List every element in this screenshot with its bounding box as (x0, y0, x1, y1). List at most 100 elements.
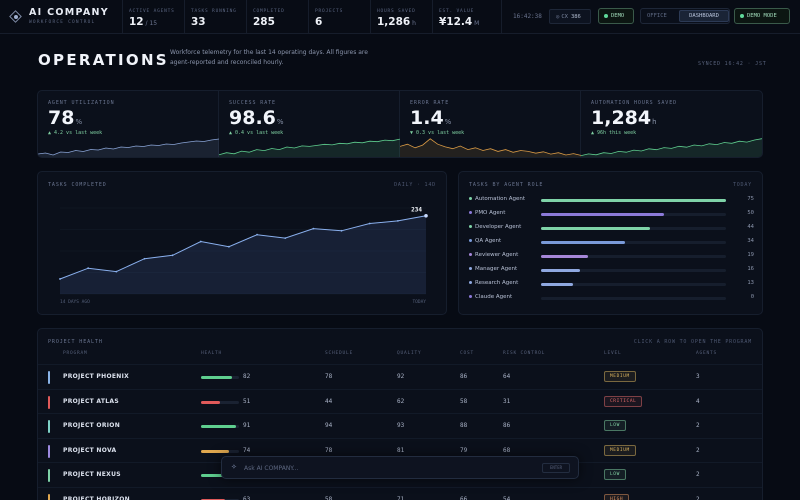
cx-chip[interactable]: ◎ CX 386 (549, 9, 591, 24)
col-agents[interactable]: AGENTS (696, 351, 718, 356)
role-row[interactable]: PMO Agent 50 (469, 210, 754, 220)
data-point[interactable] (312, 227, 315, 230)
program-name: PROJECT NEXUS (63, 471, 121, 478)
kpi-value: 1,284 (591, 107, 652, 129)
table-row[interactable]: PROJECT PHOENIX 82 78 92 86 64 MEDIUM 3 (38, 364, 762, 388)
data-point[interactable] (143, 257, 146, 260)
ask-input[interactable] (244, 462, 544, 474)
demo-chip[interactable]: DEMO (598, 8, 634, 24)
stat-value: 12 (129, 16, 144, 28)
role-row[interactable]: Automation Agent 75 (469, 196, 754, 206)
kpi-card-utilization[interactable]: AGENT UTILIZATION 78% ▲ 4.2 vs last week (38, 91, 219, 157)
health-bar (201, 474, 239, 477)
status-dot-icon (740, 14, 744, 18)
logo-diamond-icon (9, 9, 22, 23)
ask-bar: ✧ ENTER (221, 456, 579, 479)
risk-value: 68 (503, 446, 511, 454)
sparkline-line (219, 138, 400, 156)
enter-key-hint[interactable]: ENTER (542, 463, 570, 473)
table-row[interactable]: PROJECT ATLAS 51 44 62 58 31 CRITICAL 4 (38, 388, 762, 413)
program-name: PROJECT HORIZON (63, 495, 130, 500)
status-dot-icon (604, 14, 608, 18)
health-bar (201, 449, 239, 453)
health-value: 82 (243, 373, 251, 380)
tasks-chart[interactable]: 234 14 DAYS AGO TODAY (38, 172, 448, 316)
data-point[interactable] (256, 233, 258, 236)
kpi-card-error-rate[interactable]: ERROR RATE 1.4% ▼ 0.3 vs last week (400, 91, 581, 157)
sparkline-line (38, 138, 219, 156)
role-label: Reviewer Agent (475, 252, 519, 258)
col-schedule[interactable]: SCHEDULE (325, 351, 354, 356)
role-bar-track (541, 297, 726, 300)
demo-mode-button[interactable]: DEMO MODE (734, 8, 790, 24)
program-name: PROJECT NOVA (63, 446, 117, 454)
col-risk-control[interactable]: RISK CONTROL (503, 351, 546, 356)
role-count: 44 (747, 224, 754, 230)
risk-value: 31 (503, 397, 511, 405)
role-row[interactable]: QA Agent 34 (469, 238, 754, 248)
data-point[interactable] (115, 270, 118, 273)
health-bar-fill (201, 376, 233, 379)
data-point[interactable] (368, 222, 371, 225)
clock: 16:42:38 (513, 13, 542, 20)
brand-subtitle: WORKFORCE CONTROL (29, 20, 96, 25)
role-row[interactable]: Research Agent 13 (469, 280, 754, 290)
view-office-tab[interactable]: OFFICE (647, 13, 667, 19)
role-row[interactable]: Manager Agent 16 (469, 266, 754, 276)
role-row[interactable]: Claude Agent 0 (469, 294, 754, 304)
role-bar (541, 199, 726, 202)
col-health[interactable]: HEALTH (201, 351, 223, 356)
brand[interactable]: AI COMPANY WORKFORCE CONTROL (9, 8, 109, 25)
role-row[interactable]: Developer Agent 44 (469, 224, 754, 234)
col-level[interactable]: LEVEL (604, 351, 622, 356)
data-point[interactable] (284, 237, 287, 239)
table-row[interactable]: PROJECT ORION 91 94 93 88 86 LOW 2 (38, 413, 762, 437)
role-name: QA Agent (469, 238, 501, 244)
role-bar-track (541, 241, 726, 244)
agents-value: 2 (696, 471, 700, 478)
data-point[interactable] (87, 267, 90, 270)
role-count: 19 (747, 252, 754, 258)
role-bar (541, 255, 588, 258)
data-point[interactable] (396, 220, 399, 222)
role-bar (541, 269, 581, 272)
health-bar-fill (201, 474, 235, 477)
role-bar-track (541, 227, 726, 230)
kpi-unit: h (652, 118, 657, 126)
tasks-area (60, 215, 426, 294)
data-point[interactable] (340, 229, 343, 232)
col-quality[interactable]: QUALITY (397, 351, 422, 356)
schedule-value: 78 (325, 446, 333, 454)
col-cost[interactable]: COST (460, 351, 475, 356)
table-header: PROGRAM HEALTH SCHEDULE QUALITY COST RIS… (38, 351, 762, 363)
stat-est-value: EST. VALUE ¥12.4 M (432, 0, 502, 34)
data-point[interactable] (171, 254, 174, 257)
kpi-card-success-rate[interactable]: SUCCESS RATE 98.6% ▲ 0.4 vs last week (219, 91, 400, 157)
kpi-label: ERROR RATE (410, 100, 450, 106)
role-row[interactable]: Reviewer Agent 19 (469, 252, 754, 262)
data-point[interactable] (228, 245, 230, 248)
risk-value: 86 (503, 422, 511, 429)
view-dashboard-tab[interactable]: DASHBOARD (679, 10, 729, 22)
role-label: Developer Agent (475, 224, 522, 230)
table-row[interactable]: PROJECT NOVA 74 78 81 79 68 MEDIUM 2 (38, 437, 762, 462)
sparkline-line (581, 138, 762, 156)
kpi-sparkline (581, 138, 762, 157)
sparkline-line (400, 138, 581, 156)
role-bar-track (541, 199, 726, 202)
data-point[interactable] (424, 213, 428, 218)
quality-value: 62 (397, 397, 405, 405)
role-bar (541, 227, 650, 230)
quality-value: 93 (397, 422, 405, 429)
data-point[interactable] (199, 240, 202, 243)
table-row[interactable]: PROJECT HORIZON 63 58 71 66 54 HIGH 2 (38, 486, 762, 500)
cx-label: CX (561, 13, 568, 20)
data-point[interactable] (59, 278, 61, 280)
sparkle-icon: ✧ (231, 463, 237, 471)
health-value: 63 (243, 495, 251, 500)
role-name: Developer Agent (469, 224, 521, 230)
health-value: 51 (243, 397, 251, 405)
row-accent (48, 469, 50, 482)
col-program[interactable]: PROGRAM (63, 351, 88, 356)
kpi-card-hours-saved[interactable]: AUTOMATION HOURS SAVED 1,284h ▲ 96h this… (581, 91, 762, 157)
